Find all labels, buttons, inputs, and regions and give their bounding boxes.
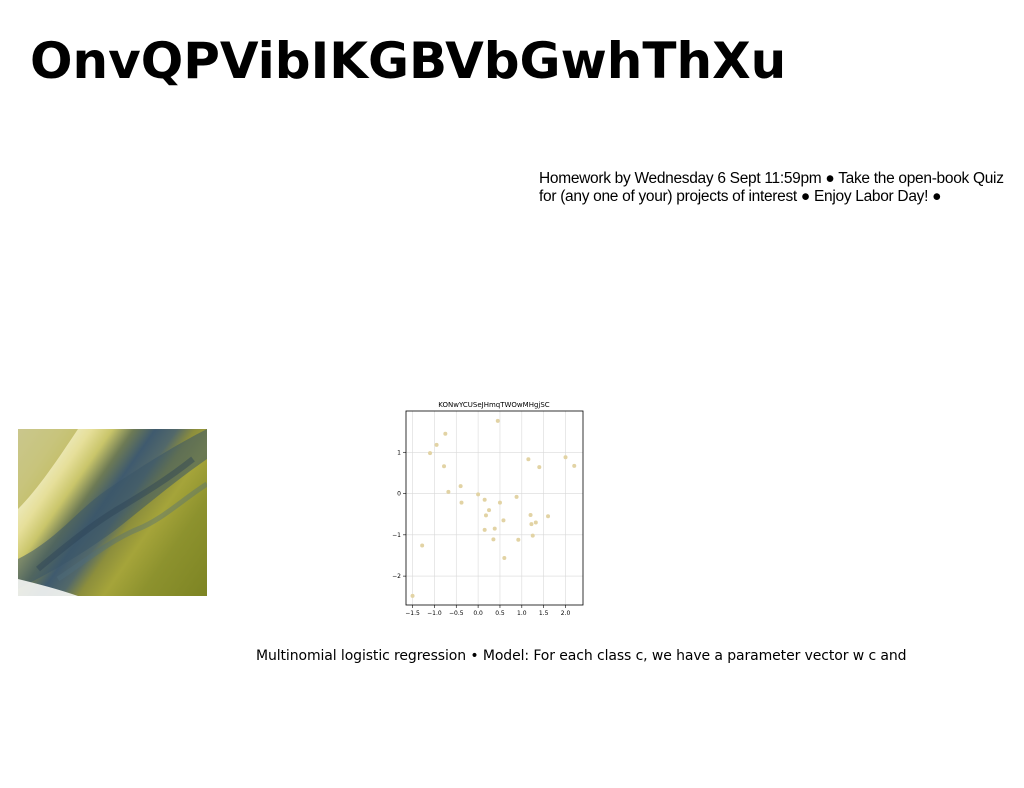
data-points: [410, 418, 577, 598]
grid-lines: [406, 411, 583, 605]
scatter-point: [487, 508, 492, 513]
moss-texture-detail: [18, 429, 207, 596]
plot-frame: [405, 410, 584, 606]
scatter-point: [546, 514, 551, 519]
slide-caption: Multinomial logistic regression • Model:…: [256, 648, 907, 664]
scatter-point: [497, 500, 502, 505]
scatter-point: [563, 455, 568, 460]
scatter-plot-svg: KONwYCUSeJHmqTWOwMHgjSC −1.5 −1.0 −0.5 0.0 0…: [392, 401, 584, 617]
y-tick-label: −2: [392, 573, 401, 580]
x-tick-label: 0.5: [495, 610, 505, 617]
axis-ticks: −1.5 −1.0 −0.5 0.0 0.5 1.0 1.5 2.0 1 0 −1 −2: [392, 449, 570, 617]
scatter-point: [516, 537, 521, 542]
scatter-point: [443, 431, 448, 436]
scatter-point: [482, 497, 487, 502]
scatter-point: [482, 527, 487, 532]
scatter-point: [537, 465, 542, 470]
scatter-point: [442, 464, 447, 469]
y-tick-label: −1: [392, 532, 401, 539]
moss-texture-image: [18, 429, 207, 596]
x-tick-label: 1.0: [517, 610, 527, 617]
scatter-point: [530, 533, 535, 538]
scatter-point: [446, 489, 451, 494]
chart-title: KONwYCUSeJHmqTWOwMHgjSC: [438, 401, 549, 409]
scatter-point: [459, 500, 464, 505]
scatter-point: [501, 518, 506, 523]
scatter-point: [495, 418, 500, 423]
slide-title: OnvQPVibIKGBVbGwhThXu: [30, 32, 787, 90]
scatter-point: [491, 537, 496, 542]
scatter-point: [458, 484, 463, 489]
scatter-point: [492, 526, 497, 531]
scatter-point: [502, 555, 507, 560]
x-tick-label: −1.5: [405, 610, 420, 617]
scatter-point: [529, 522, 534, 527]
scatter-point: [572, 463, 577, 468]
scatter-point: [476, 492, 481, 497]
scatter-plot: KONwYCUSeJHmqTWOwMHgjSC −1.5 −1.0 −0.5 0.0 0…: [383, 397, 598, 621]
y-tick-label: 0: [397, 491, 401, 498]
scatter-point: [528, 513, 533, 518]
y-tick-label: 1: [397, 449, 401, 456]
x-tick-label: 1.5: [539, 610, 549, 617]
scatter-point: [526, 457, 531, 462]
scatter-point: [434, 442, 439, 447]
x-tick-label: −0.5: [449, 610, 464, 617]
scatter-point: [410, 593, 415, 598]
x-tick-label: 2.0: [561, 610, 571, 617]
homework-notes: Homework by Wednesday 6 Sept 11:59pm ● T…: [539, 170, 1004, 205]
scatter-point: [514, 494, 519, 499]
x-tick-label: −1.0: [427, 610, 442, 617]
scatter-point: [420, 543, 425, 548]
scatter-point: [428, 451, 433, 456]
x-tick-label: 0.0: [473, 610, 483, 617]
scatter-point: [483, 513, 488, 518]
scatter-point: [533, 520, 538, 525]
